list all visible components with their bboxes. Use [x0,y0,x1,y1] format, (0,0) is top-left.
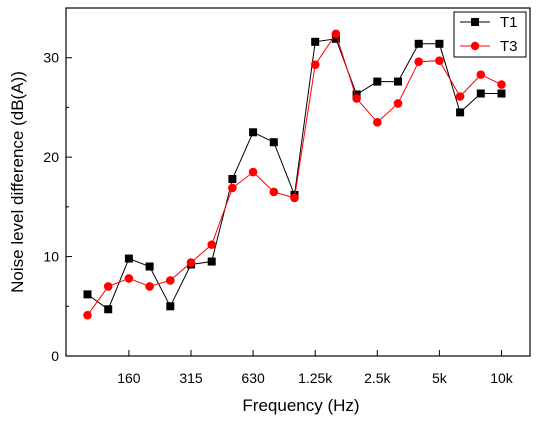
point-t3-14 [373,118,382,127]
series-line-t3 [87,32,502,316]
series-t3 [83,29,506,320]
x-tick-label-4: 2.5k [364,370,391,386]
y-tick-label-0: 0 [51,348,59,364]
point-t3-10 [290,193,299,203]
point-t3-9 [269,187,279,197]
point-t3-7 [228,183,237,193]
point-t3-3 [145,282,154,291]
point-t3-15 [393,99,403,108]
point-t3-0 [83,310,92,320]
y-axis-title: Noise level difference (dB(A)) [8,71,27,293]
point-t1-19 [476,89,485,98]
y-tick-label-2: 20 [43,149,59,165]
point-t1-7 [228,175,237,184]
point-t1-4 [166,302,175,311]
point-t1-3 [145,262,154,271]
point-t1-16 [414,39,423,48]
point-t3-1 [103,282,113,291]
series-t1 [83,34,506,314]
y-tick-label-1: 10 [43,249,59,265]
point-t1-18 [456,108,465,117]
point-t3-11 [310,60,320,69]
x-axis-title: Frequency (Hz) [242,396,359,415]
series-layer [83,29,506,320]
point-t1-12 [331,34,340,43]
point-t3-19 [476,70,486,79]
legend: T1 T3 [453,11,527,58]
point-t1-0 [83,290,92,299]
y-axis: 0 10 20 30 [43,50,72,364]
point-t1-6 [207,257,216,266]
point-t1-11 [311,37,320,46]
x-tick-label-6: 10k [490,370,514,386]
y-tick-label-3: 30 [43,50,59,66]
point-t3-4 [166,276,175,285]
point-t1-8 [249,128,258,137]
point-t3-8 [248,167,258,177]
point-t3-12 [331,29,341,39]
plot-frame [65,7,531,357]
point-t3-20 [497,80,506,89]
x-tick-label-1: 315 [179,370,203,386]
x-tick-label-0: 160 [117,370,141,386]
point-t1-1 [104,305,113,314]
legend-label-t1: T1 [500,14,518,31]
legend-label-t3: T3 [500,38,518,55]
point-t3-17 [435,56,444,65]
x-tick-label-5: 5k [432,370,448,386]
point-t1-20 [497,89,506,98]
x-axis: 160 315 630 1.25k 2.5k 5k 10k [117,350,514,386]
point-t3-16 [414,57,424,66]
point-t3-13 [352,94,361,103]
legend-box [453,11,527,58]
x-tick-label-3: 1.25k [298,370,333,386]
point-t1-2 [124,254,133,263]
point-t3-18 [455,92,465,101]
point-t3-5 [186,258,196,267]
point-t3-6 [207,240,216,249]
legend-marker-t1 [471,18,479,26]
x-tick-label-2: 630 [241,370,265,386]
point-t1-15 [394,77,402,86]
legend-marker-t3 [470,41,480,51]
point-t1-17 [435,39,444,48]
point-t1-14 [373,77,382,86]
point-t3-2 [124,274,134,283]
point-t1-9 [269,138,278,147]
